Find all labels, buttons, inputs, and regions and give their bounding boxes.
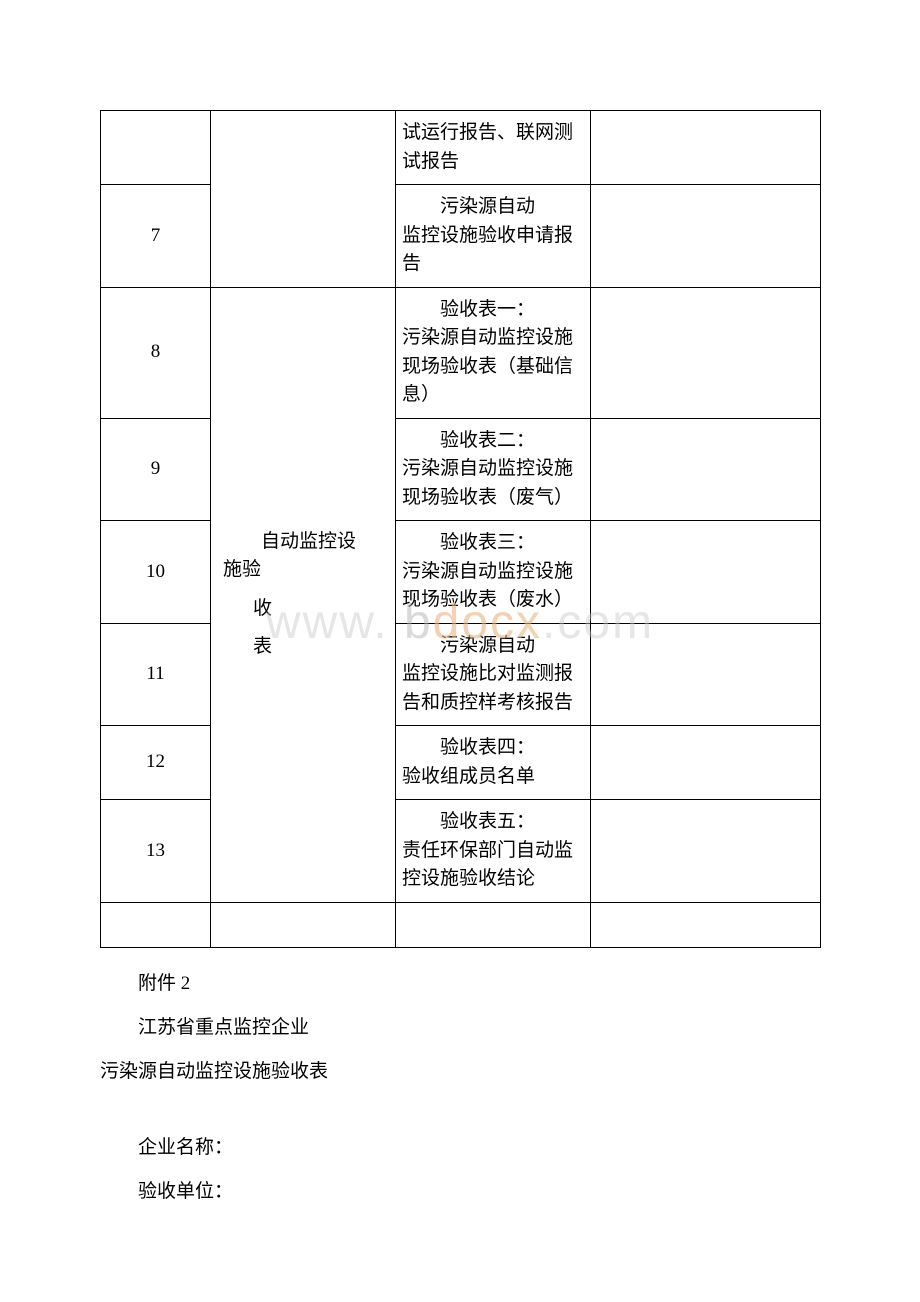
cell-empty (396, 902, 591, 948)
table-row: 9 验收表二： 污染源自动监控设施现场验收表（废气） (101, 418, 821, 521)
cell-desc: 验收表二： 污染源自动监控设施现场验收表（废气） (396, 418, 591, 521)
table-row: 10 验收表三： 污染源自动监控设施现场验收表（废水） (101, 521, 821, 624)
table-row-empty (101, 902, 821, 948)
table-row: 试运行报告、联网测试报告 (101, 111, 821, 185)
cell-num: 7 (101, 185, 211, 288)
desc-first-line: 验收表五： (402, 811, 535, 832)
cell-remark (591, 726, 821, 800)
cat-text-line: 施验 (223, 556, 383, 585)
cell-remark (591, 623, 821, 726)
cell-num: 9 (101, 418, 211, 521)
table-row: 11 污染源自动监控设施比对监测报告和质控样考核报告 (101, 623, 821, 726)
cell-desc: 污染源自动监控设施比对监测报告和质控样考核报告 (396, 623, 591, 726)
cell-desc: 验收表三： 污染源自动监控设施现场验收表（废水） (396, 521, 591, 624)
cell-remark (591, 800, 821, 903)
cell-num: 12 (101, 726, 211, 800)
table-row: 13 验收表五： 责任环保部门自动监控设施验收结论 (101, 800, 821, 903)
cell-empty (211, 902, 396, 948)
main-table: 试运行报告、联网测试报告 7 污染源自动监控设施验收申请报告 8 自动监控设 施 (100, 110, 821, 948)
desc-first-line: 验收表四： (402, 737, 535, 758)
desc-rest: 试运行报告、联网测试报告 (402, 122, 573, 172)
title2-line2: 污染源自动监控设施验收表 (100, 1054, 820, 1090)
cell-desc: 验收表五： 责任环保部门自动监控设施验收结论 (396, 800, 591, 903)
desc-rest: 污染源自动监控设施现场验收表（基础信息） (402, 327, 573, 405)
desc-rest: 污染源自动监控设施现场验收表（废气） (402, 458, 573, 508)
appendix-label: 附件 2 (138, 966, 820, 1002)
desc-first-line: 验收表二： (402, 430, 535, 451)
cell-empty (101, 902, 211, 948)
cell-desc: 污染源自动监控设施验收申请报告 (396, 185, 591, 288)
desc-first-line: 验收表三： (402, 532, 535, 553)
table-row: 7 污染源自动监控设施验收申请报告 (101, 185, 821, 288)
cell-remark (591, 287, 821, 418)
cell-num (101, 111, 211, 185)
page-container: www. bdocx.com 试运行报告、联网测试报告 7 污染源自动监控设施验… (0, 0, 920, 1210)
desc-rest: 监控设施比对监测报告和质控样考核报告 (402, 663, 573, 713)
cell-remark (591, 521, 821, 624)
cell-desc: 试运行报告、联网测试报告 (396, 111, 591, 185)
cell-desc: 验收表四： 验收组成员名单 (396, 726, 591, 800)
desc-first-line: 污染源自动 (402, 635, 535, 656)
below-text-section: 附件 2 江苏省重点监控企业 污染源自动监控设施验收表 企业名称： 验收单位： (100, 966, 820, 1210)
desc-rest: 验收组成员名单 (402, 766, 535, 787)
page-wrapper: 试运行报告、联网测试报告 7 污染源自动监控设施验收申请报告 8 自动监控设 施 (0, 0, 920, 1210)
cat-text-line: 收 (223, 595, 383, 624)
cell-category-top (211, 111, 396, 288)
cell-category-merged: 自动监控设 施验 收 表 (211, 287, 396, 902)
cell-num: 10 (101, 521, 211, 624)
cat-text-line: 自动监控设 (223, 528, 383, 557)
cell-num: 8 (101, 287, 211, 418)
field-company-name: 企业名称： (138, 1130, 820, 1166)
field-acceptance-unit: 验收单位： (138, 1174, 820, 1210)
desc-rest: 监控设施验收申请报告 (402, 225, 573, 275)
desc-first-line: 污染源自动 (402, 196, 535, 217)
desc-rest: 责任环保部门自动监控设施验收结论 (402, 840, 573, 890)
cell-remark (591, 185, 821, 288)
cell-num: 13 (101, 800, 211, 903)
cell-empty (591, 902, 821, 948)
table-row: 8 自动监控设 施验 收 表 验收表一：污染源自动监控设施现场验收表（基础信息） (101, 287, 821, 418)
cell-num: 11 (101, 623, 211, 726)
cell-remark (591, 418, 821, 521)
cell-remark (591, 111, 821, 185)
title2-line1: 江苏省重点监控企业 (138, 1010, 820, 1046)
table-row: 12 验收表四： 验收组成员名单 (101, 726, 821, 800)
cell-desc: 验收表一： 污染源自动监控设施现场验收表（基础信息） (396, 287, 591, 418)
desc-first-line: 验收表一： (402, 299, 535, 320)
desc-rest: 污染源自动监控设施现场验收表（废水） (402, 561, 573, 611)
cat-text-line: 表 (223, 633, 383, 662)
